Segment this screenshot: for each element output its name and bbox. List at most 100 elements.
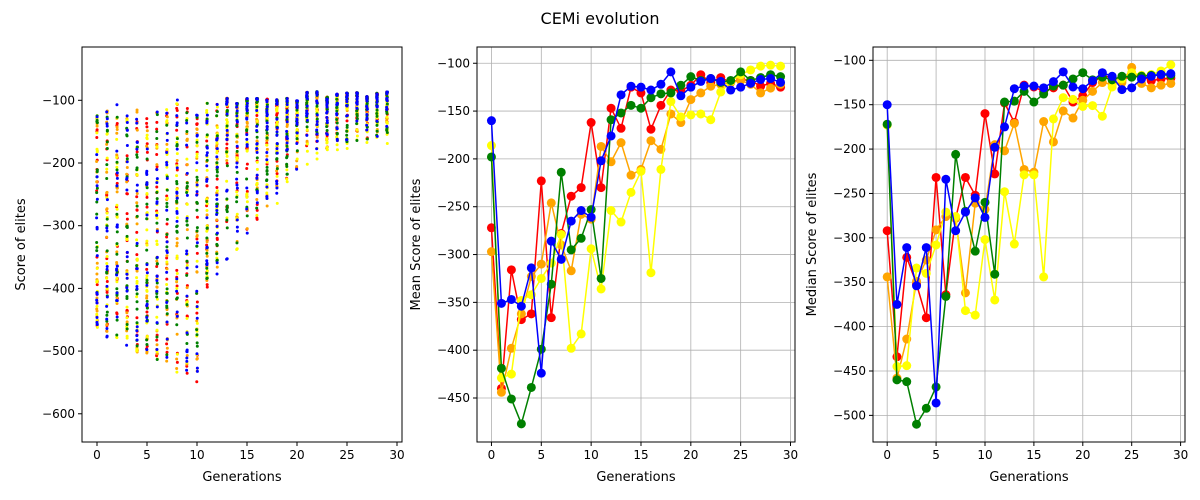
scatter-point xyxy=(335,148,339,152)
scatter-point xyxy=(95,212,99,216)
series-marker xyxy=(882,226,892,236)
scatter-point xyxy=(215,151,219,155)
scatter-point xyxy=(195,321,199,325)
scatter-point xyxy=(215,193,219,197)
series-marker xyxy=(486,141,496,151)
scatter-point xyxy=(135,128,139,132)
scatter-point xyxy=(125,192,129,196)
scatter-point xyxy=(275,164,279,168)
scatter-point xyxy=(265,191,269,195)
scatter-point xyxy=(175,158,179,162)
scatter-point xyxy=(145,186,149,190)
series-marker xyxy=(1019,170,1029,180)
scatter-point xyxy=(145,299,149,303)
scatter-point xyxy=(105,254,109,258)
scatter-point xyxy=(95,180,99,184)
scatter-point xyxy=(185,216,189,220)
scatter-point xyxy=(205,271,209,275)
scatter-point xyxy=(215,272,219,276)
scatter-point xyxy=(245,189,249,193)
scatter-point xyxy=(315,109,319,113)
x-ticks: 0 5 10 15 20 25 30 xyxy=(93,442,405,462)
scatter-point xyxy=(105,304,109,308)
scatter-point xyxy=(165,138,169,142)
x-tick-label: 30 xyxy=(783,448,798,462)
scatter-point xyxy=(245,214,249,218)
scatter-point xyxy=(265,127,269,131)
series-marker xyxy=(941,174,951,184)
scatter-point xyxy=(205,261,209,265)
scatter-point xyxy=(285,135,289,139)
scatter-point xyxy=(345,123,349,127)
scatter-point xyxy=(235,134,239,138)
scatter-point xyxy=(205,111,209,115)
series-marker xyxy=(496,387,506,397)
series-marker xyxy=(1058,80,1068,90)
scatter-point xyxy=(245,140,249,144)
scatter-point xyxy=(275,123,279,127)
scatter-point xyxy=(335,109,339,113)
scatter-point xyxy=(185,303,189,307)
scatter-point xyxy=(245,227,249,231)
scatter-point xyxy=(195,140,199,144)
scatter-point xyxy=(165,123,169,127)
figure-title: CEMi evolution xyxy=(541,9,660,28)
scatter-point xyxy=(145,342,149,346)
scatter-point xyxy=(145,117,149,121)
series-marker xyxy=(706,74,716,84)
scatter-point xyxy=(235,170,239,174)
scatter-point xyxy=(385,124,389,128)
scatter-point xyxy=(125,172,129,176)
scatter-point xyxy=(95,175,99,179)
scatter-point xyxy=(205,139,209,143)
scatter-point xyxy=(105,177,109,181)
scatter-point xyxy=(175,182,179,186)
scatter-point xyxy=(355,112,359,116)
series-marker xyxy=(1117,71,1127,81)
scatter-point xyxy=(195,201,199,205)
scatter-point xyxy=(155,221,159,225)
series-marker xyxy=(970,193,980,203)
scatter-point xyxy=(205,151,209,155)
scatter-point xyxy=(165,115,169,119)
scatter-point xyxy=(215,231,219,235)
scatter-point xyxy=(95,124,99,128)
scatter-point xyxy=(145,294,149,298)
scatter-point xyxy=(105,284,109,288)
scatter-point xyxy=(185,341,189,345)
scatter-point xyxy=(355,91,359,95)
scatter-point xyxy=(295,164,299,168)
series-marker xyxy=(586,244,596,254)
y-tick-label: −400 xyxy=(437,343,470,357)
scatter-point xyxy=(345,107,349,111)
series-marker xyxy=(696,109,706,119)
y-tick-label: −600 xyxy=(42,407,75,421)
scatter-point xyxy=(335,106,339,109)
series-marker xyxy=(882,272,892,282)
scatter-point xyxy=(175,200,179,204)
scatter-point xyxy=(255,119,259,123)
series-marker xyxy=(912,281,922,291)
scatter-point xyxy=(115,115,119,119)
scatter-point xyxy=(115,273,119,277)
scatter-point xyxy=(205,269,209,273)
scatter-point xyxy=(175,323,179,327)
scatter-point xyxy=(235,177,239,181)
scatter-point xyxy=(195,138,199,142)
scatter-point xyxy=(105,310,109,314)
scatter-point xyxy=(305,118,309,122)
scatter-point xyxy=(225,257,229,261)
scatter-point xyxy=(145,278,149,282)
series-marker xyxy=(656,79,666,89)
series-marker xyxy=(676,112,686,122)
series-marker xyxy=(1156,70,1166,80)
scatter-point xyxy=(175,314,179,318)
scatter-point xyxy=(215,261,219,265)
scatter-point xyxy=(175,144,179,148)
scatter-point xyxy=(145,125,149,129)
scatter-point xyxy=(175,241,179,245)
scatter-point xyxy=(255,142,259,146)
scatter-point xyxy=(385,111,389,115)
series-marker xyxy=(1029,97,1039,107)
